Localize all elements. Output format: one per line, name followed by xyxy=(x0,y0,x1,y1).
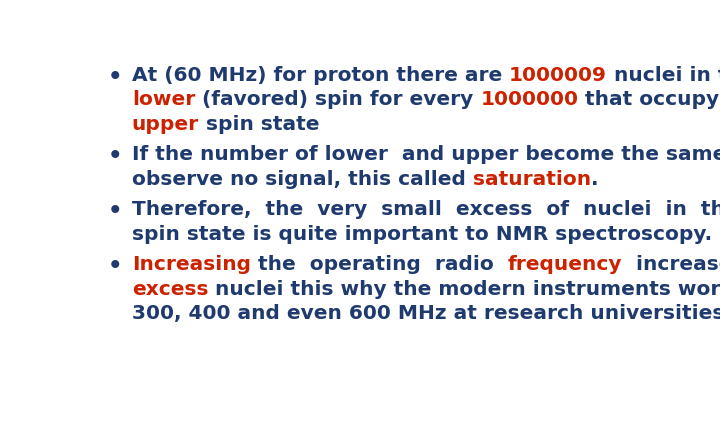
Text: upper: upper xyxy=(132,115,199,134)
Text: 1000009: 1000009 xyxy=(509,66,607,85)
Text: that occupy the: that occupy the xyxy=(578,90,720,109)
Text: 1000000: 1000000 xyxy=(480,90,578,109)
Text: If the number of lower  and upper become the same we: If the number of lower and upper become … xyxy=(132,145,720,164)
Text: the  operating  radio: the operating radio xyxy=(251,255,508,274)
Text: •: • xyxy=(108,145,122,168)
Text: (favored) spin for every: (favored) spin for every xyxy=(195,90,480,109)
Text: frequency: frequency xyxy=(508,255,622,274)
Text: lower: lower xyxy=(132,90,195,109)
Text: spin state: spin state xyxy=(199,115,320,134)
Text: nuclei in the: nuclei in the xyxy=(607,66,720,85)
Text: •: • xyxy=(108,200,122,223)
Text: observe no signal, this called: observe no signal, this called xyxy=(132,170,473,189)
Text: spin state is quite important to NMR spectroscopy.: spin state is quite important to NMR spe… xyxy=(132,225,712,244)
Text: Increasing: Increasing xyxy=(132,255,251,274)
Text: •: • xyxy=(108,255,122,278)
Text: Therefore,  the  very  small  excess  of  nuclei  in  the  lower: Therefore, the very small excess of nucl… xyxy=(132,200,720,219)
Text: excess: excess xyxy=(132,280,208,299)
Text: .: . xyxy=(591,170,598,189)
Text: increases  the: increases the xyxy=(622,255,720,274)
Text: •: • xyxy=(108,66,122,89)
Text: 300, 400 and even 600 MHz at research universities.: 300, 400 and even 600 MHz at research un… xyxy=(132,304,720,323)
Text: nuclei this why the modern instruments work at: nuclei this why the modern instruments w… xyxy=(208,280,720,299)
Text: saturation: saturation xyxy=(473,170,591,189)
Text: At (60 MHz) for proton there are: At (60 MHz) for proton there are xyxy=(132,66,509,85)
